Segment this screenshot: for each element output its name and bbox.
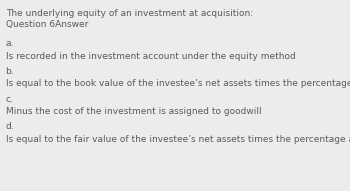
Text: The underlying equity of an investment at acquisition:: The underlying equity of an investment a… [6, 9, 253, 18]
Text: b.: b. [6, 67, 14, 76]
Text: Question 6Answer: Question 6Answer [6, 20, 88, 29]
Text: c.: c. [6, 95, 14, 104]
Text: a.: a. [6, 39, 14, 48]
Text: Is recorded in the investment account under the equity method: Is recorded in the investment account un… [6, 52, 295, 61]
Text: Is equal to the fair value of the investee’s net assets times the percentage acq: Is equal to the fair value of the invest… [6, 135, 350, 144]
Text: Is equal to the book value of the investee’s net assets times the percentage acq: Is equal to the book value of the invest… [6, 79, 350, 88]
Text: d.: d. [6, 122, 14, 131]
Text: Minus the cost of the investment is assigned to goodwill: Minus the cost of the investment is assi… [6, 107, 261, 116]
